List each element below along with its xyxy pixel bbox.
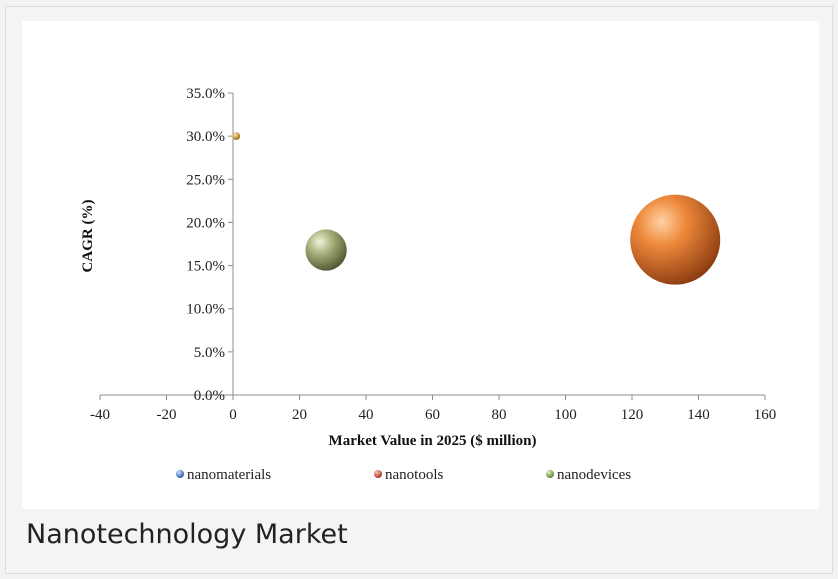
legend-marker-nanomaterials (176, 470, 184, 478)
x-tick-label: 0 (229, 407, 237, 423)
axes: -40 -20 0 20 40 60 80 100 120 140 160 0.0% 5.0% 10.0%… (80, 86, 776, 449)
x-tick-label: 40 (359, 407, 374, 423)
legend: nanomaterials nanotools nanodevices (176, 467, 631, 483)
legend-label-nanomaterials: nanomaterials (187, 467, 271, 483)
x-tick-label: 80 (492, 407, 507, 423)
x-tick-label: 140 (687, 407, 710, 423)
y-tick-label: 35.0% (186, 86, 225, 102)
y-tick-label: 15.0% (186, 259, 225, 275)
x-tick-label: -40 (90, 407, 110, 423)
y-tick-label: 0.0% (194, 388, 225, 404)
y-tick-label: 20.0% (186, 215, 225, 231)
x-tick-label: 160 (754, 407, 777, 423)
y-tick-label: 5.0% (194, 345, 225, 361)
bubble-nanomaterials (232, 132, 241, 141)
x-tick-label: 60 (425, 407, 440, 423)
chart-area: -40 -20 0 20 40 60 80 100 120 140 160 0.0% 5.0% 10.0%… (22, 21, 819, 509)
y-tick-label: 30.0% (186, 129, 225, 145)
x-tick-label: 20 (292, 407, 307, 423)
legend-label-nanotools: nanotools (385, 467, 443, 483)
legend-label-nanodevices: nanodevices (557, 467, 631, 483)
legend-marker-nanodevices (546, 470, 554, 478)
chart-card: -40 -20 0 20 40 60 80 100 120 140 160 0.0% 5.0% 10.0%… (5, 6, 833, 574)
bubble-nanotools (630, 194, 721, 285)
y-tick-label: 25.0% (186, 172, 225, 188)
y-axis-title: CAGR (%) (80, 200, 96, 273)
x-tick-label: 100 (554, 407, 577, 423)
y-tick-label: 10.0% (186, 302, 225, 318)
legend-marker-nanotools (374, 470, 382, 478)
bubble-nanodevices (305, 229, 347, 271)
figure-caption: Nanotechnology Market (26, 519, 348, 550)
bubble-chart: -40 -20 0 20 40 60 80 100 120 140 160 0.0% 5.0% 10.0%… (80, 86, 776, 483)
x-tick-label: 120 (621, 407, 644, 423)
x-tick-label: -20 (157, 407, 177, 423)
x-axis-title: Market Value in 2025 ($ million) (329, 433, 537, 449)
bubbles (232, 132, 721, 285)
